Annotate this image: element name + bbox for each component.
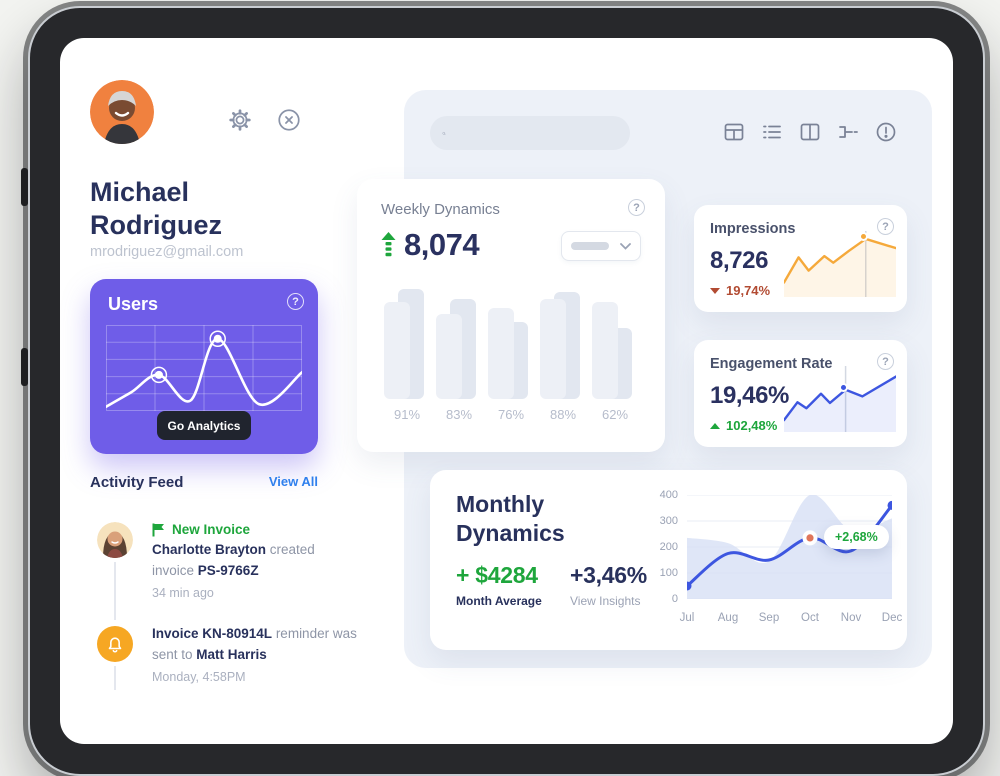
monthly-dynamics-title: Monthly Dynamics	[456, 491, 565, 546]
volume-up-button[interactable]	[21, 168, 28, 206]
alert-circle-icon[interactable]	[874, 120, 898, 144]
bar-group	[433, 274, 485, 399]
activity-badge: New Invoice	[152, 522, 250, 537]
tablet-frame: Michael Rodriguez mrodriguez@gmail.com U…	[21, 6, 985, 776]
activity-text: Charlotte Brayton created invoice PS-976…	[152, 542, 315, 578]
triangle-down-icon	[710, 287, 720, 294]
bar-label: 76%	[497, 407, 525, 422]
help-icon[interactable]: ?	[628, 199, 645, 216]
help-icon[interactable]: ?	[877, 218, 894, 235]
profile-email: mrodriguez@gmail.com	[90, 244, 244, 260]
bar-label: 91%	[393, 407, 421, 422]
search-input[interactable]	[454, 116, 630, 150]
view-insights-link[interactable]: View Insights	[570, 594, 641, 608]
volume-down-button[interactable]	[21, 348, 28, 386]
bell-icon	[108, 637, 122, 653]
engagement-rate-value: 19,46%	[710, 382, 789, 409]
month-average-label: Month Average	[456, 594, 542, 608]
merge-flow-icon[interactable]	[836, 120, 860, 144]
y-axis-tick: 400	[659, 489, 678, 501]
month-average-value: + $4284	[456, 562, 538, 588]
bar-label: 88%	[549, 407, 577, 422]
chevron-down-icon	[620, 242, 631, 250]
x-axis-tick: Jul	[679, 612, 695, 624]
bar-group	[381, 274, 433, 399]
arrow-up-icon	[381, 232, 396, 257]
help-icon[interactable]: ?	[287, 293, 304, 310]
search-icon	[442, 131, 446, 135]
sparkline-marker-dot	[859, 232, 869, 242]
bar-group	[537, 274, 589, 399]
activity-timestamp: 34 min ago	[152, 586, 214, 600]
bar-label: 62%	[601, 407, 629, 422]
profile-avatar[interactable]	[90, 80, 154, 144]
x-axis-tick: Sep	[758, 612, 780, 624]
impressions-title: Impressions	[710, 221, 796, 237]
list-view-icon[interactable]	[760, 120, 784, 144]
period-dropdown[interactable]	[561, 231, 641, 261]
monthly-dynamics-card: Monthly Dynamics + $4284 Month Average +…	[430, 470, 907, 650]
activity-badge-label: New Invoice	[172, 522, 251, 537]
view-all-link[interactable]: View All	[268, 474, 318, 489]
y-axis-tick: 300	[659, 515, 678, 527]
impressions-delta: 19,74%	[710, 283, 770, 298]
engagement-rate-card: Engagement Rate ? 19,46% 102,48%	[694, 340, 907, 447]
timeline-connector	[114, 666, 116, 690]
sparkline-marker-dot	[839, 383, 849, 393]
go-analytics-button[interactable]: Go Analytics	[157, 411, 251, 440]
weekly-dynamics-title: Weekly Dynamics	[381, 201, 500, 218]
close-icon[interactable]	[276, 107, 302, 133]
activity-timestamp: Monday, 4:58PM	[152, 670, 246, 684]
timeline-connector	[114, 562, 116, 620]
triangle-up-icon	[710, 422, 720, 429]
engagement-rate-delta: 102,48%	[710, 418, 777, 433]
profile-avatar-image	[90, 80, 154, 144]
activity-reminder-avatar[interactable]	[97, 626, 133, 662]
weekly-bar-labels: 91% 83% 76% 88% 62%	[381, 407, 641, 422]
woman-avatar-image	[97, 522, 133, 558]
settings-gear-icon[interactable]	[227, 107, 253, 133]
x-axis-tick: Aug	[717, 612, 739, 624]
help-icon[interactable]: ?	[877, 353, 894, 370]
activity-avatar[interactable]	[97, 522, 133, 558]
y-axis-tick: 100	[659, 567, 678, 579]
x-axis-tick: Dec	[881, 612, 903, 624]
x-axis-tick: Oct	[801, 612, 819, 624]
weekly-dynamics-value: 8,074	[404, 227, 480, 262]
flag-icon	[152, 523, 164, 536]
engagement-sparkline-chart	[782, 366, 898, 432]
impressions-sparkline-chart	[782, 231, 898, 297]
impressions-card: Impressions ? 8,726 19,74%	[694, 205, 907, 312]
search-bar[interactable]	[430, 116, 630, 150]
y-axis-tick: 200	[659, 541, 678, 553]
users-card: Users ? Go Analytics	[90, 279, 318, 454]
activity-feed-title: Activity Feed	[90, 474, 184, 491]
bar-label: 83%	[445, 407, 473, 422]
x-axis-tick: Nov	[840, 612, 862, 624]
dropdown-selection-placeholder	[571, 242, 609, 250]
grid-view-icon[interactable]	[722, 120, 746, 144]
header-toolbar	[722, 120, 898, 144]
engagement-rate-title: Engagement Rate	[710, 356, 833, 372]
impressions-value: 8,726	[710, 247, 769, 274]
users-card-title: Users	[108, 294, 159, 314]
profile-name: Michael Rodriguez	[90, 177, 222, 240]
bar-group	[589, 274, 641, 399]
y-axis-tick: 0	[671, 593, 678, 605]
weekly-dynamics-card: Weekly Dynamics ? 8,074 91% 83% 76% 88% 62%	[357, 179, 665, 452]
columns-view-icon[interactable]	[798, 120, 822, 144]
chart-tooltip: +2,68%	[824, 524, 889, 549]
bar-group	[485, 274, 537, 399]
users-sparkline-chart	[106, 325, 302, 411]
activity-text: Invoice KN-80914L reminder was sent to M…	[152, 626, 357, 662]
dashboard-screen: Michael Rodriguez mrodriguez@gmail.com U…	[60, 38, 953, 744]
weekly-bar-chart	[381, 274, 641, 399]
insights-value: +3,46%	[570, 562, 647, 588]
